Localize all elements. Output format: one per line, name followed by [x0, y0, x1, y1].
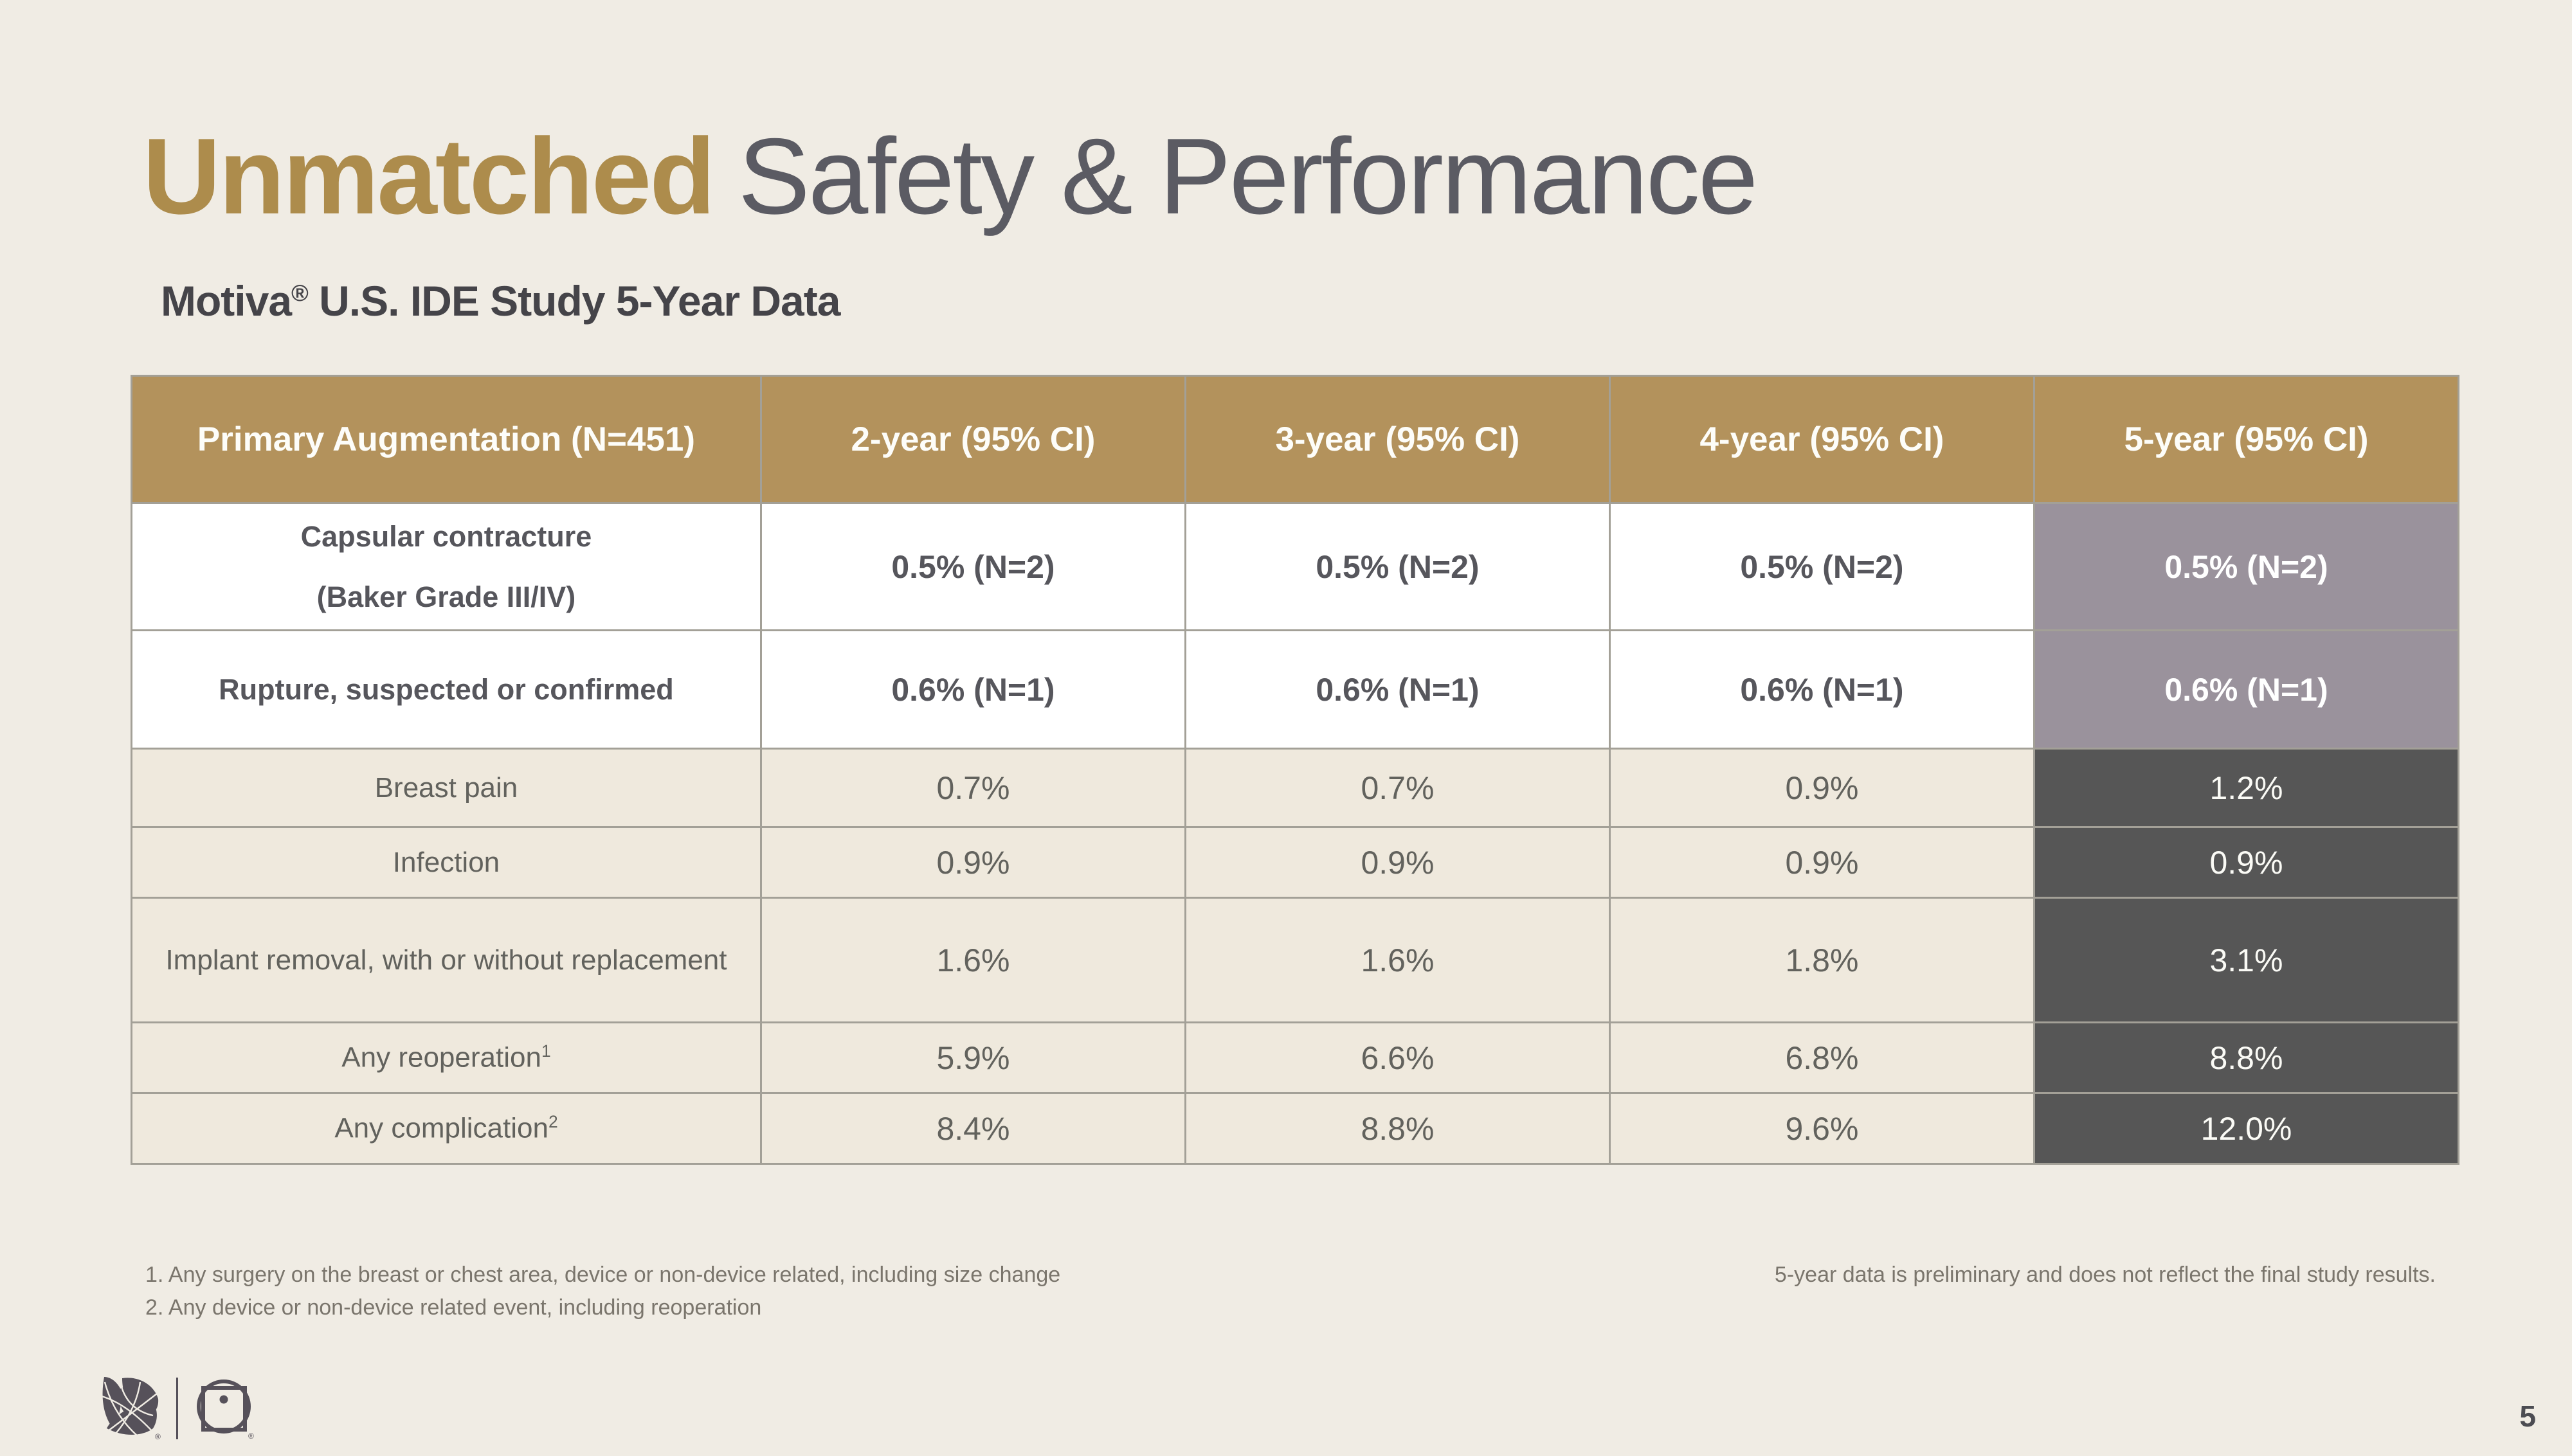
cell-value-5-year: 0.9%: [2033, 826, 2460, 899]
page-number: 5: [2519, 1399, 2536, 1433]
cell-value: 0.7%: [759, 748, 1186, 828]
brand-logos: ® ®: [100, 1376, 257, 1441]
study-data-table: Primary Augmentation (N=451) 2-year (95%…: [131, 375, 2460, 1165]
title-rest: Safety & Performance: [738, 116, 1758, 237]
cell-value: 0.9%: [759, 826, 1186, 899]
row-label: Implant removal, with or without replace…: [131, 897, 762, 1023]
row-label: Any reoperation1: [131, 1021, 762, 1094]
title-highlight: Unmatched: [143, 116, 716, 237]
cell-value: 0.5% (N=2): [1184, 502, 1611, 631]
cell-value: 0.7%: [1184, 748, 1611, 828]
column-header-3-year: 3-year (95% CI): [1184, 375, 1611, 504]
footnote-marker-2: 2: [548, 1112, 558, 1132]
motiva-circle-square-icon: ®: [197, 1380, 254, 1441]
row-label: Capsular contracture (Baker Grade III/IV…: [131, 502, 762, 631]
column-header-4-year: 4-year (95% CI): [1608, 375, 2035, 504]
cell-value-5-year: 8.8%: [2033, 1021, 2460, 1094]
registered-mark: ®: [248, 1432, 254, 1441]
table-row-infection: Infection 0.9% 0.9% 0.9% 0.9%: [131, 826, 2460, 899]
row-label: Breast pain: [131, 748, 762, 828]
cell-value: 0.5% (N=2): [759, 502, 1186, 631]
cell-value: 0.9%: [1184, 826, 1611, 899]
column-header-2-year: 2-year (95% CI): [759, 375, 1186, 504]
cell-value: 0.9%: [1608, 748, 2035, 828]
footnote-right: 5-year data is preliminary and does not …: [1774, 1263, 2436, 1287]
cell-value-5-year: 12.0%: [2033, 1092, 2460, 1165]
cell-value: 8.8%: [1184, 1092, 1611, 1165]
cell-value: 5.9%: [759, 1021, 1186, 1094]
subtitle: Motiva® U.S. IDE Study 5-Year Data: [161, 276, 840, 325]
row-label-line2: (Baker Grade III/IV): [316, 580, 576, 613]
establishment-labs-leaf-icon: ®: [101, 1377, 161, 1441]
table-row-capsular-contracture: Capsular contracture (Baker Grade III/IV…: [131, 502, 2460, 631]
logo-divider: [176, 1378, 178, 1439]
footnote-marker-1: 1: [541, 1041, 551, 1061]
row-label: Rupture, suspected or confirmed: [131, 629, 762, 750]
footnote-2: 2. Any device or non-device related even…: [145, 1295, 762, 1320]
cell-value: 1.6%: [759, 897, 1186, 1023]
table-row-implant-removal: Implant removal, with or without replace…: [131, 897, 2460, 1023]
table-row-any-reoperation: Any reoperation1 5.9% 6.6% 6.8% 8.8%: [131, 1021, 2460, 1094]
header-row: Primary Augmentation (N=451) 2-year (95%…: [131, 375, 2460, 504]
cell-value-5-year: 3.1%: [2033, 897, 2460, 1023]
page-title: Unmatched Safety & Performance: [143, 114, 1758, 238]
data-table-container: Primary Augmentation (N=451) 2-year (95%…: [131, 375, 2460, 1165]
row-label-line1: Capsular contracture: [300, 519, 592, 553]
row-label: Any complication2: [131, 1092, 762, 1165]
cell-value: 0.5% (N=2): [1608, 502, 2035, 631]
footnotes-left: 1. Any surgery on the breast or chest ar…: [145, 1259, 1060, 1324]
cell-value-5-year: 0.5% (N=2): [2033, 502, 2460, 631]
row-label-text: Any complication: [334, 1112, 548, 1144]
row-label-text: Any reoperation: [341, 1041, 541, 1074]
subtitle-brand: Motiva: [161, 277, 292, 325]
footnote-1: 1. Any surgery on the breast or chest ar…: [145, 1263, 1061, 1287]
cell-value: 6.8%: [1608, 1021, 2035, 1094]
cell-value: 0.6% (N=1): [759, 629, 1186, 750]
table-row-breast-pain: Breast pain 0.7% 0.7% 0.9% 1.2%: [131, 748, 2460, 828]
cell-value: 0.9%: [1608, 826, 2035, 899]
table-row-any-complication: Any complication2 8.4% 8.8% 9.6% 12.0%: [131, 1092, 2460, 1165]
cell-value: 6.6%: [1184, 1021, 1611, 1094]
cell-value: 9.6%: [1608, 1092, 2035, 1165]
registered-mark: ®: [291, 280, 309, 306]
cell-value-5-year: 0.6% (N=1): [2033, 629, 2460, 750]
row-label: Infection: [131, 826, 762, 899]
cell-value: 0.6% (N=1): [1608, 629, 2035, 750]
table-row-rupture: Rupture, suspected or confirmed 0.6% (N=…: [131, 629, 2460, 750]
cell-value: 0.6% (N=1): [1184, 629, 1611, 750]
cell-value-5-year: 1.2%: [2033, 748, 2460, 828]
cell-value: 1.8%: [1608, 897, 2035, 1023]
column-header-5-year: 5-year (95% CI): [2033, 375, 2460, 504]
registered-mark: ®: [155, 1432, 161, 1441]
cell-value: 8.4%: [759, 1092, 1186, 1165]
column-header-primary-augmentation: Primary Augmentation (N=451): [131, 375, 762, 504]
subtitle-rest: U.S. IDE Study 5-Year Data: [307, 277, 840, 325]
cell-value: 1.6%: [1184, 897, 1611, 1023]
